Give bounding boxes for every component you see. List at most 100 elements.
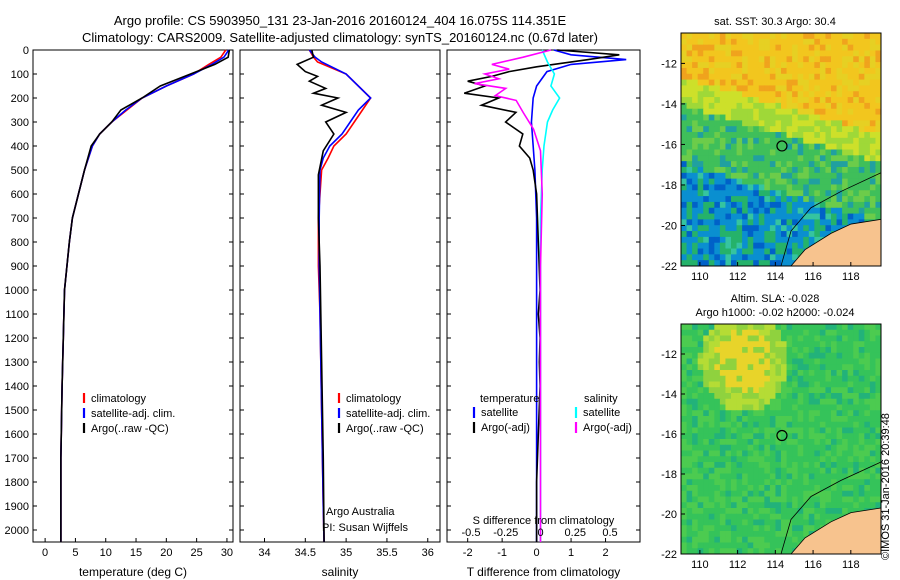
sst-map-cell [831, 97, 838, 104]
sla-map-cell [747, 485, 754, 492]
sla-map-cell [764, 548, 771, 555]
sla-map-cell [814, 525, 821, 532]
sla-map-cell [719, 347, 726, 354]
sla-map-cell [858, 364, 865, 371]
sla-map-cell [781, 513, 788, 520]
sla-map-cell [769, 427, 776, 434]
sla-map-cell [747, 513, 754, 520]
sst-map-cell [719, 242, 726, 250]
sla-map-cell [742, 381, 749, 388]
sla-map-cell [747, 479, 754, 486]
sst-map-cell [864, 56, 871, 63]
sst-map-cell [808, 178, 815, 185]
sst-map-cell [853, 126, 860, 133]
sla-map-cell [797, 525, 804, 532]
temp-xtick-label: 25 [191, 547, 203, 559]
sst-map-cell [708, 120, 715, 127]
sla-map-cell [758, 393, 765, 400]
sla-map-cell [858, 421, 865, 428]
sst-map-cell [742, 161, 749, 168]
sla-map-cell [775, 536, 782, 543]
sst-map-cell [875, 85, 882, 92]
sla-map-cell [725, 404, 732, 411]
sst-map-cell [869, 201, 876, 209]
sst-map-cell [825, 190, 832, 197]
sla-map-cell [808, 375, 815, 382]
sla-map-cell [764, 496, 771, 503]
sst-map-cell [769, 242, 776, 250]
sla-map-cell [803, 496, 810, 503]
sst-map-cell [731, 38, 738, 46]
sst-map-cell [742, 120, 749, 127]
sla-map-cell [736, 496, 743, 503]
sla-map-cell [803, 335, 810, 342]
sst-map-cell [681, 207, 688, 215]
sst-map-cell [808, 108, 815, 116]
sla-map-cell [864, 381, 871, 388]
sla-map-cell [681, 398, 688, 405]
sla-map-cell [731, 548, 738, 555]
sst-map-cell [797, 213, 804, 220]
sst-map-cell [719, 114, 726, 121]
sst-map-cell [692, 73, 699, 81]
sla-map-cell [836, 462, 843, 469]
sla-map-cell [797, 352, 804, 359]
sla-map-cell [864, 404, 871, 411]
sst-map-cell [797, 56, 804, 63]
sst-map-cell [708, 149, 715, 156]
sst-map-cell [858, 33, 865, 40]
sst-map-cell [836, 38, 843, 46]
temp-legend-item: satellite-adj. clim. [91, 408, 175, 420]
sst-map-cell [708, 79, 715, 86]
sla-map-cell [719, 456, 726, 463]
sla-map-cell [725, 485, 732, 492]
sla-map-cell [869, 467, 876, 474]
sla-map-cell [697, 444, 704, 451]
sst-map-cell [697, 178, 704, 185]
sla-map-cell [758, 473, 765, 480]
sst-map-cell [742, 213, 749, 220]
sla-map-cell [847, 375, 854, 382]
sla-map-cell [758, 352, 765, 359]
sst-map-cell [781, 79, 788, 86]
sla-map-cell [803, 427, 810, 434]
sla-map-cell [792, 519, 799, 526]
sla-map-cell [725, 358, 732, 365]
sst-map-cell [692, 149, 699, 156]
sla-map-cell [847, 335, 854, 342]
sla-map-cell [869, 393, 876, 400]
sst-map-cell [725, 207, 732, 215]
sst-map-cell [836, 114, 843, 121]
sst-map-cell [764, 236, 771, 244]
sla-map-cell [864, 462, 871, 469]
sla-map-cell [803, 398, 810, 405]
sla-map-cell [769, 496, 776, 503]
depth-tick-label: 500 [11, 165, 29, 177]
sla-map-cell [825, 496, 832, 503]
sla-map-cell [686, 324, 693, 331]
sst-map-cell [714, 207, 721, 215]
sla-map-cell [769, 519, 776, 526]
sla-map-cell [758, 375, 765, 382]
sla-map-cell [847, 347, 854, 354]
sla-map-cell [797, 490, 804, 497]
depth-tick-label: 1800 [5, 477, 29, 489]
sla-map-cell [825, 404, 832, 411]
sst-map-cell [747, 33, 754, 40]
sla-map-cell [731, 525, 738, 532]
sst-map-cell [869, 97, 876, 104]
sla-map-cell [697, 502, 704, 509]
sst-map-cell [681, 102, 688, 110]
sst-map-cell [786, 79, 793, 86]
sst-map-cell [681, 38, 688, 46]
sla-map-cell [869, 421, 876, 428]
sla-map-cell [731, 508, 738, 515]
sst-map-cell [769, 149, 776, 156]
sst-map-cell [747, 155, 754, 162]
sal-series-1 [308, 49, 372, 543]
sst-map-cell [864, 62, 871, 69]
sla-map-cell [703, 329, 710, 336]
sst-map-cell [847, 201, 854, 209]
sst-map-cell [836, 225, 843, 232]
sst-map-cell [681, 225, 688, 232]
